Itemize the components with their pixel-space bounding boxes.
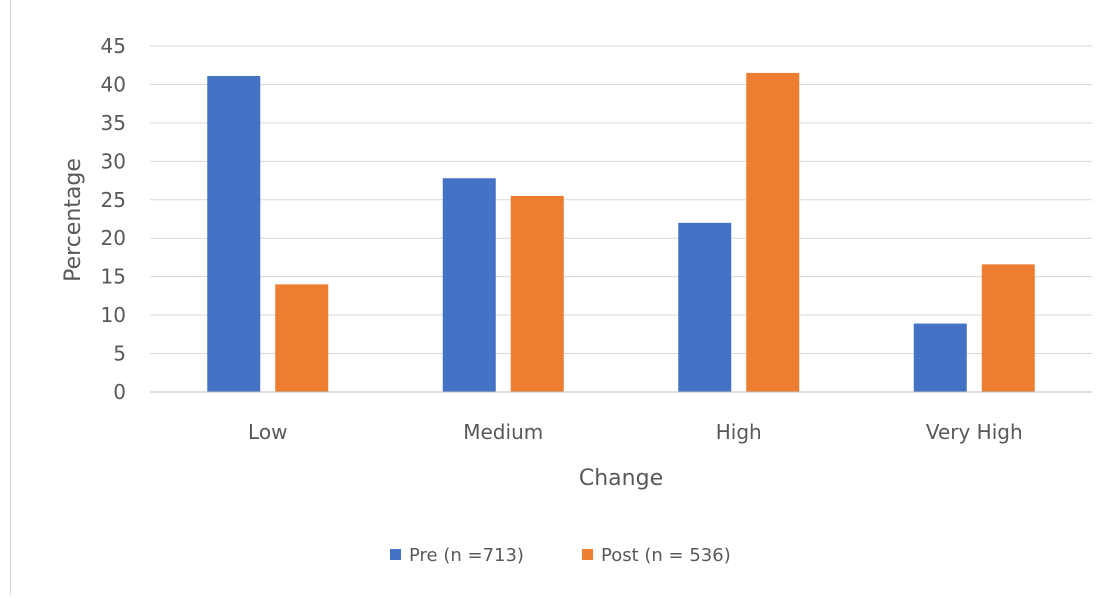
left-border — [10, 0, 11, 595]
x-axis-title: Change — [579, 466, 663, 491]
y-tick-label: 35 — [101, 111, 126, 135]
y-tick-label: 0 — [113, 380, 126, 404]
y-tick-label: 10 — [101, 303, 126, 327]
y-axis-title: Percentage — [61, 158, 86, 282]
legend-swatch-pre — [390, 549, 401, 560]
bar-pre-low — [207, 75, 261, 392]
y-tick-label: 30 — [101, 149, 126, 173]
y-tick-label: 40 — [101, 72, 126, 96]
bar-pre-very-high — [913, 323, 967, 392]
y-tick-label: 45 — [101, 34, 126, 58]
y-tick-label: 25 — [101, 188, 126, 212]
y-tick-label: 5 — [113, 342, 126, 366]
x-axis-ticks: Low Medium High Very High — [248, 420, 1023, 444]
legend-label-pre: Pre (n =713) — [409, 545, 524, 566]
legend: Pre (n =713) Post (n = 536) — [390, 545, 731, 566]
y-tick-label: 20 — [101, 226, 126, 250]
x-tick-label: Low — [248, 420, 287, 444]
legend-swatch-post — [582, 549, 593, 560]
bar-pre-medium — [442, 178, 496, 392]
x-tick-label: High — [716, 420, 762, 444]
bar-post-high — [746, 72, 800, 393]
bar-post-very-high — [981, 264, 1035, 392]
legend-label-post: Post (n = 536) — [601, 545, 731, 566]
x-tick-label: Very High — [926, 420, 1023, 444]
bar-pre-high — [678, 222, 732, 392]
bars — [207, 72, 1035, 393]
y-axis-ticks: 0 5 10 15 20 25 30 35 40 45 — [101, 34, 126, 404]
bar-post-medium — [510, 195, 564, 392]
x-tick-label: Medium — [463, 420, 543, 444]
y-tick-label: 15 — [101, 265, 126, 289]
bar-post-low — [275, 284, 329, 392]
